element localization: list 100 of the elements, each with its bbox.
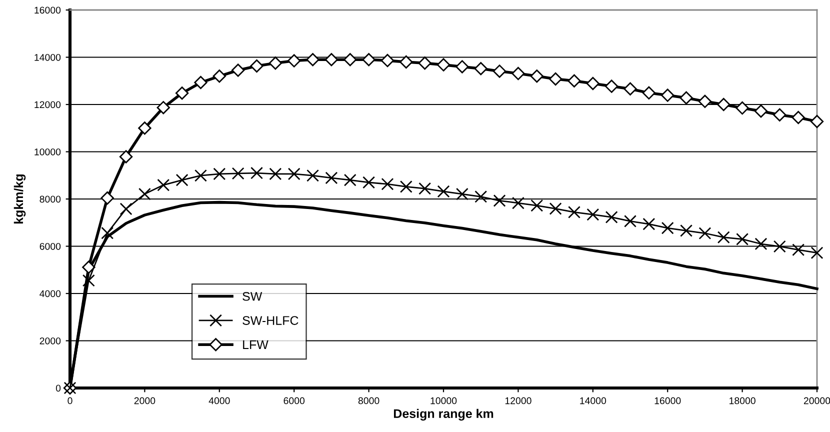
x-tick-label: 6000 [284,397,305,404]
point [754,238,768,250]
x-tick-label: 14000 [580,397,606,404]
point [792,110,805,124]
legend-label: SW-HLFC [242,316,298,325]
point [698,94,712,108]
point [810,114,824,128]
point [736,232,749,246]
point [474,62,488,76]
point [436,58,450,72]
point [698,227,712,240]
point [568,74,581,88]
point [512,66,525,80]
x-tick-label: 10000 [430,397,457,404]
legend-label: LFW [243,340,268,349]
y-tick-label: 12000 [34,101,61,108]
point [754,104,768,118]
point [82,260,96,274]
point [530,199,544,212]
point [586,76,600,90]
point [232,167,244,180]
legend-label: SW [242,292,262,301]
point [400,55,413,69]
point [175,86,189,100]
point [773,108,786,122]
point [736,101,749,115]
point [792,244,805,256]
point [119,150,133,164]
point [194,169,207,182]
point [212,70,226,83]
point [250,59,264,73]
point [231,64,245,77]
point [604,80,618,93]
point [661,88,674,102]
y-tick-label: 0 [56,384,61,392]
point [381,178,394,190]
point [418,56,432,70]
point [344,53,357,66]
point [512,196,524,210]
point [176,174,188,186]
point [400,180,412,193]
point [250,166,263,180]
point [362,176,376,189]
point [138,122,152,135]
point [680,224,693,237]
point [380,54,394,68]
point [549,202,562,215]
point [530,70,544,83]
y-tick-label: 6000 [40,242,61,250]
point [474,190,488,203]
point [138,188,151,200]
point [586,208,600,221]
point [717,231,730,244]
x-tick-label: 20000 [804,397,830,404]
y-tick-label: 10000 [34,148,61,156]
x-tick-label: 0 [68,397,72,404]
point [157,178,170,192]
point [101,226,114,240]
point [362,53,376,66]
point [288,168,300,180]
point [642,86,656,100]
point [306,53,320,66]
y-tick-label: 2000 [40,337,61,344]
point [418,182,432,195]
point [324,53,338,66]
point [156,100,170,114]
point [213,168,226,180]
y-tick-label: 14000 [34,54,61,61]
point [100,191,114,205]
y-tick-label: 4000 [40,290,61,298]
point [624,214,636,228]
point [680,91,693,104]
point [717,98,730,112]
point [288,54,301,68]
point [605,210,618,224]
point [661,222,674,234]
point [624,82,637,96]
point [493,194,506,207]
x-tick-label: 8000 [358,397,380,404]
x-tick-label: 2000 [134,397,156,404]
y-axis-title: kgkm/kg [14,174,26,224]
x-axis-title: Design range km [394,408,494,421]
x-tick-label: 12000 [505,397,532,404]
point [456,60,469,74]
point [810,246,824,260]
point [642,218,656,230]
x-tick-label: 18000 [730,397,756,404]
x-tick-label: 4000 [208,397,230,404]
point [456,188,468,200]
y-tick-label: 8000 [40,196,61,203]
point [344,174,356,186]
point [568,206,580,218]
point [773,240,786,253]
point [325,172,338,184]
point [492,64,506,78]
point [268,56,282,70]
point [120,202,132,216]
point [437,185,450,198]
point [82,274,95,287]
point [306,169,320,182]
